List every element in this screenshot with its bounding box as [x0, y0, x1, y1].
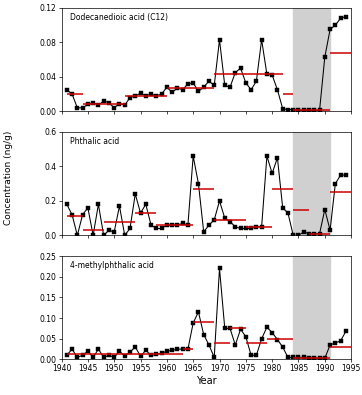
X-axis label: Year: Year — [196, 376, 216, 386]
Text: Phthalic acid: Phthalic acid — [70, 137, 119, 146]
Bar — [293, 132, 330, 235]
Bar — [293, 8, 330, 111]
Text: Concentration (ng/g): Concentration (ng/g) — [4, 131, 13, 225]
Text: 4-methylphthalic acid: 4-methylphthalic acid — [70, 261, 154, 270]
Bar — [293, 256, 330, 359]
Text: Dodecanedioic acid (C12): Dodecanedioic acid (C12) — [70, 13, 168, 22]
